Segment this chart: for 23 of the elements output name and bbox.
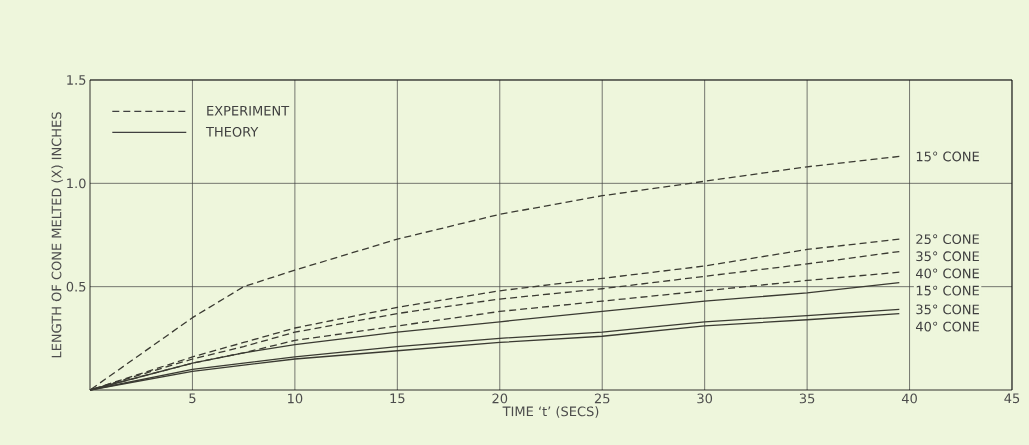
- series-label: 15° CONE: [916, 285, 979, 296]
- x-axis-title: TIME ‘t’ (SECS): [502, 406, 599, 418]
- series-label: 35° CONE: [916, 304, 979, 315]
- x-tick-label: 5: [189, 393, 196, 404]
- x-tick-label: 30: [697, 393, 713, 404]
- y-tick-label: 1.5: [67, 75, 86, 85]
- y-tick-label: 0.5: [66, 281, 86, 292]
- series-label: 40° CONE: [915, 321, 979, 332]
- series-label: 35° CONE: [916, 251, 979, 262]
- y-axis-title: LENGTH OF CONE MELTED (X) INCHES: [51, 112, 63, 358]
- x-tick-label: 25: [594, 393, 610, 404]
- x-tick-label: 10: [288, 393, 303, 404]
- x-tick-label: 35: [799, 393, 815, 404]
- series-label: 25° CONE: [916, 234, 979, 245]
- y-tick-label: 1.0: [67, 178, 86, 189]
- series-label: 40° CONE: [915, 268, 979, 279]
- annotation: THEORY: [205, 126, 259, 137]
- x-tick-label: 40: [901, 393, 917, 404]
- annotation: EXPERIMENT: [207, 105, 290, 116]
- series-label: 15° CONE: [916, 151, 979, 162]
- x-tick-label: 20: [492, 393, 508, 404]
- x-tick-label: 15: [390, 393, 405, 404]
- x-tick-label: 45: [1004, 393, 1020, 404]
